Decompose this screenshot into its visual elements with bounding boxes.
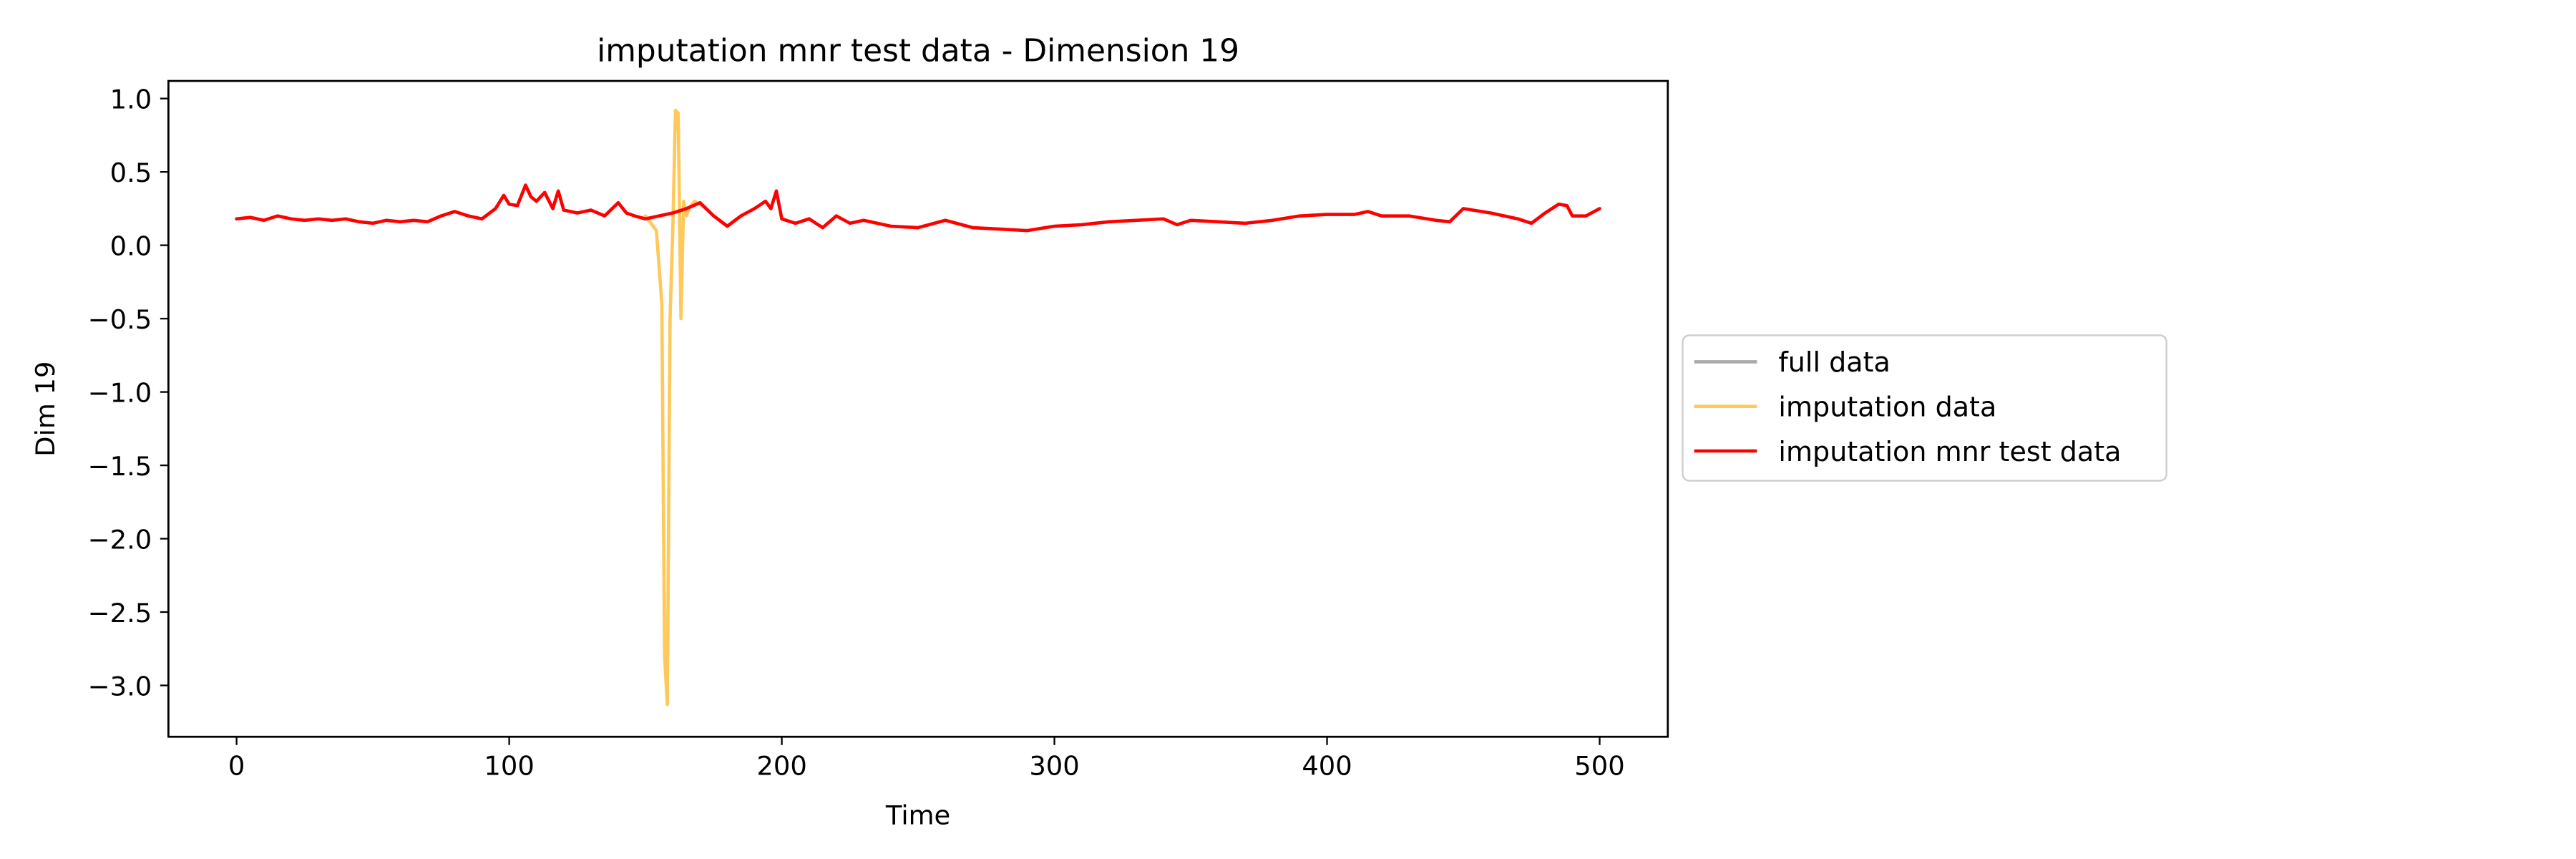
- y-tick-label: 0.0: [110, 230, 152, 261]
- x-tick-label: 0: [228, 750, 245, 781]
- legend: full data imputation data imputation mnr t…: [1682, 334, 2167, 482]
- legend-entry-label: full data: [1778, 346, 1890, 378]
- y-tick-label: −2.5: [88, 598, 152, 629]
- x-axis: 0 100 200 300 400 500: [228, 737, 1625, 781]
- x-tick-label: 200: [756, 750, 806, 781]
- x-tick-label: 300: [1029, 750, 1079, 781]
- plot-frame: [167, 79, 1669, 738]
- legend-entry-label: imputation data: [1778, 392, 1996, 423]
- plot-area: [168, 81, 1668, 737]
- y-tick-label: −1.5: [88, 451, 152, 482]
- y-axis: 1.0 0.5 0.0 −0.5 −1.0 −1.5 −2.0 −2.5 −3.0: [88, 84, 169, 702]
- x-tick-label: 400: [1302, 750, 1352, 781]
- y-tick-label: −3.0: [88, 671, 152, 702]
- y-tick-label: −1.0: [88, 377, 152, 408]
- x-tick-label: 500: [1574, 750, 1624, 781]
- chart-title: imputation mnr test data - Dimension 19: [597, 32, 1239, 69]
- y-tick-label: 1.0: [110, 84, 152, 115]
- series-line-3: [235, 183, 1601, 233]
- y-axis-label: Dim 19: [30, 361, 61, 456]
- legend-entry-label: imputation mnr test data: [1778, 436, 2121, 467]
- y-tick-label: −2.0: [88, 524, 152, 555]
- legend-box: [1682, 334, 2167, 482]
- x-axis-label: Time: [885, 800, 950, 831]
- y-tick-label: 0.5: [110, 157, 152, 188]
- x-tick-label: 100: [484, 750, 534, 781]
- series-layer: [235, 108, 1601, 707]
- y-tick-label: −0.5: [88, 304, 152, 335]
